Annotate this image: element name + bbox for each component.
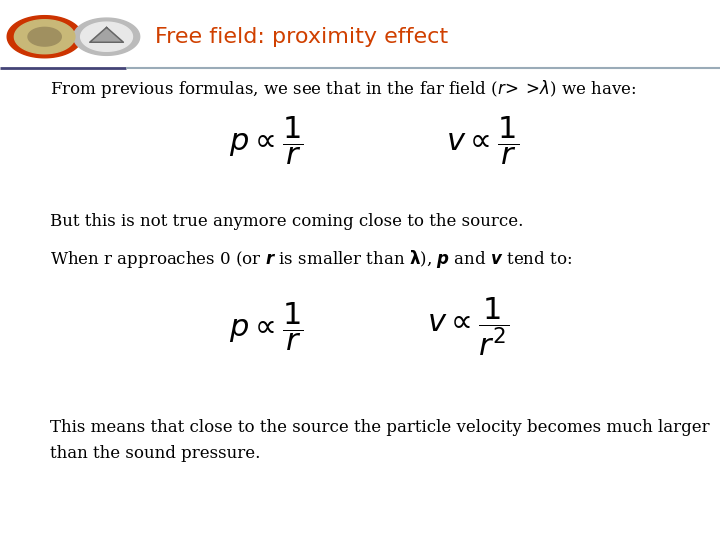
Text: Free field: proximity effect: Free field: proximity effect <box>155 26 448 47</box>
Text: From previous formulas, we see that in the far field ($r\!>>\!\lambda$) we have:: From previous formulas, we see that in t… <box>50 78 636 100</box>
Text: $v \propto \dfrac{1}{r}$: $v \propto \dfrac{1}{r}$ <box>446 114 519 167</box>
Polygon shape <box>73 18 140 55</box>
Text: When r approaches 0 (or $\boldsymbol{r}$ is smaller than $\boldsymbol{\lambda}$): When r approaches 0 (or $\boldsymbol{r}$… <box>50 248 572 271</box>
Polygon shape <box>81 22 132 51</box>
Text: $p \propto \dfrac{1}{r}$: $p \propto \dfrac{1}{r}$ <box>229 114 304 167</box>
Text: $p \propto \dfrac{1}{r}$: $p \propto \dfrac{1}{r}$ <box>229 300 304 353</box>
Polygon shape <box>7 16 82 58</box>
Polygon shape <box>28 28 61 46</box>
Text: But this is not true anymore coming close to the source.: But this is not true anymore coming clos… <box>50 213 523 230</box>
Text: $v \propto \dfrac{1}{r^2}$: $v \propto \dfrac{1}{r^2}$ <box>427 295 509 358</box>
Text: This means that close to the source the particle velocity becomes much larger
th: This means that close to the source the … <box>50 418 710 462</box>
Polygon shape <box>14 20 75 53</box>
Polygon shape <box>90 28 123 42</box>
